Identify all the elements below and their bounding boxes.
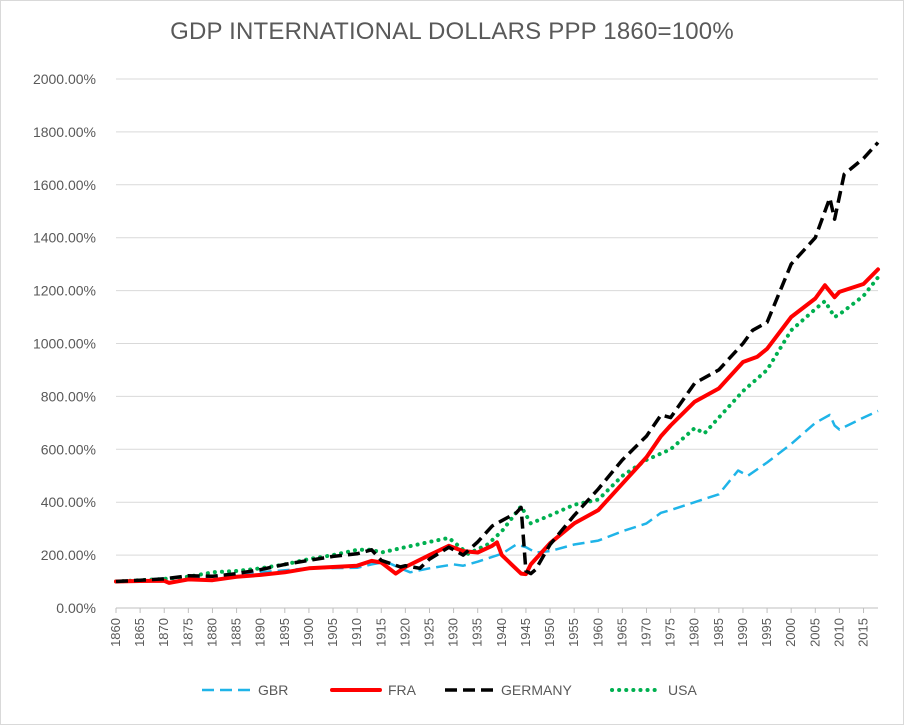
x-tick-label: 1975 [663, 618, 678, 647]
y-tick-label: 1200.00% [33, 283, 96, 299]
x-tick-label: 1965 [614, 618, 629, 647]
x-tick-label: 1920 [397, 618, 412, 647]
series-line-fra [114, 267, 880, 585]
y-tick-label: 1000.00% [33, 336, 96, 352]
series-line-germany [115, 141, 880, 584]
series-lines [114, 141, 880, 585]
x-tick-label: 1950 [542, 618, 557, 647]
legend-label-gbr: GBR [258, 682, 288, 698]
y-tick-label: 1800.00% [33, 124, 96, 140]
x-tick-label: 1925 [421, 618, 436, 647]
x-tick-label: 1900 [301, 618, 316, 647]
legend-label-usa: USA [668, 682, 697, 698]
y-axis-ticks: 0.00% 200.00% 400.00% 600.00% 800.00% 1000.00… [33, 71, 96, 616]
x-tick-label: 1980 [687, 618, 702, 647]
chart-title: GDP INTERNATIONAL DOLLARS PPP 1860=100% [170, 18, 734, 45]
x-tick-label: 1930 [446, 618, 461, 647]
gridlines [116, 78, 878, 609]
series-line-usa [114, 275, 880, 584]
x-tick-label: 1905 [325, 618, 340, 647]
x-tick-label: 1945 [518, 618, 533, 647]
x-tick-label: 1890 [253, 618, 268, 647]
x-tick-label: 1895 [277, 618, 292, 647]
x-tick-label: 1860 [108, 618, 123, 647]
y-tick-label: 400.00% [41, 494, 96, 510]
y-tick-label: 200.00% [41, 547, 96, 563]
x-tick-label: 1915 [373, 618, 388, 647]
x-tick-label: 1870 [156, 618, 171, 647]
x-tick-label: 1995 [759, 618, 774, 647]
x-tick-label: 1985 [711, 618, 726, 647]
x-tick-label: 1910 [349, 618, 364, 647]
x-tick-label: 1875 [180, 618, 195, 647]
x-tick-label: 1935 [470, 618, 485, 647]
legend-label-germany: GERMANY [501, 682, 572, 698]
x-tick-label: 2010 [831, 618, 846, 647]
x-tick-label: 1990 [735, 618, 750, 647]
y-tick-label: 1600.00% [33, 177, 96, 193]
x-tick-label: 2015 [856, 618, 871, 647]
x-tick-label: 1865 [132, 618, 147, 647]
x-tick-label: 1960 [590, 618, 605, 647]
x-tick-label: 1885 [229, 618, 244, 647]
x-tick-label: 1970 [639, 618, 654, 647]
y-tick-label: 2000.00% [33, 71, 96, 87]
y-tick-label: 600.00% [41, 441, 96, 457]
x-tick-label: 1955 [566, 618, 581, 647]
x-tick-label: 2005 [807, 618, 822, 647]
legend: GBR FRA GERMANY USA [202, 682, 697, 698]
series-line-gbr [115, 409, 879, 583]
x-tick-label: 1880 [204, 618, 219, 647]
y-tick-label: 0.00% [56, 600, 96, 616]
x-tick-label: 1940 [494, 618, 509, 647]
x-axis-ticks: 1860 1865 1870 1875 1880 1885 1890 1895 1900 1905… [108, 608, 871, 647]
y-tick-label: 800.00% [41, 388, 96, 404]
legend-label-fra: FRA [388, 682, 417, 698]
y-tick-label: 1400.00% [33, 230, 96, 246]
x-tick-label: 2000 [783, 618, 798, 647]
